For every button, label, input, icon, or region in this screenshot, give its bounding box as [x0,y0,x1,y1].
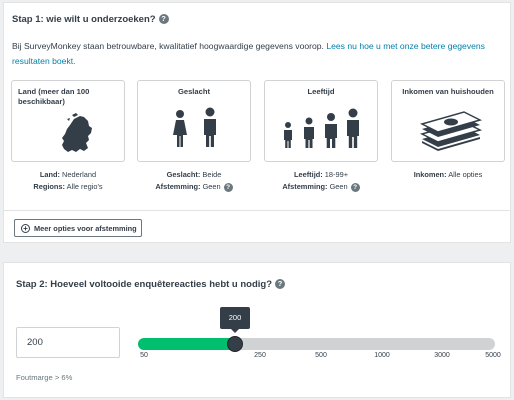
slider-tick-label: 250 [254,352,266,359]
gender-balance-value: Geen [202,182,221,191]
intro-paragraph: Bij SurveyMonkey staan betrouwbare, kwal… [12,39,492,68]
help-icon[interactable]: ? [275,279,286,290]
gender-balance-line: Afstemming: Geen? [137,181,251,193]
slider-tick-label: 5000 [485,352,501,359]
plus-circle-icon: + [21,223,30,233]
country-label: Land: [39,170,60,179]
income-details: Inkomen: Alle opties [391,169,505,181]
country-details: Land: Nederland Regions: Alle regio's [11,169,125,193]
gender-value: Beide [202,170,222,179]
tile-age-title: Leeftijd [307,87,335,96]
country-value: Nederland [62,170,97,179]
tile-gender-title: Geslacht [177,87,211,96]
age-value: 18-99+ [324,170,349,179]
age-balance-value: Geen [329,182,348,191]
tile-income-title: Inkomen van huishouden [402,87,494,96]
help-icon[interactable]: ? [350,182,360,192]
regions-value: Alle regio's [66,182,103,191]
money-stack-icon [419,111,483,151]
step2-heading: Stap 2: Hoeveel voltooide enquêtereactie… [16,279,286,290]
slider-tick-label: 500 [315,352,327,359]
step1-heading: Stap 1: wie wilt u onderzoeken?? [12,14,169,25]
country-line: Land: Nederland [11,169,125,181]
tile-age[interactable]: Leeftijd [264,80,378,162]
age-label: Leeftijd: [293,170,323,179]
gender-line: Geslacht: Beide [137,169,251,181]
slider-tick-label: 50 [140,352,148,359]
gender-details: Geslacht: Beide Afstemming: Geen? [137,169,251,193]
income-value: Alle opties [448,170,483,179]
tile-income[interactable]: Inkomen van huishouden [391,80,505,162]
income-line: Inkomen: Alle opties [391,169,505,181]
more-options-label: Meer opties voor afstemming [34,223,137,233]
age-groups-icon [284,108,359,148]
divider [4,210,510,211]
regions-line: Regions: Alle regio's [11,181,125,193]
responses-card: Stap 2: Hoeveel voltooide enquêtereactie… [3,262,511,398]
tile-gender[interactable]: Geslacht [137,80,251,162]
gender-balance-label: Afstemming: [155,182,201,191]
more-options-button[interactable]: + Meer opties voor afstemming [14,219,142,237]
margin-of-error: Foutmarge > 6% [16,373,73,382]
intro-text: Bij SurveyMonkey staan betrouwbare, kwal… [12,41,324,51]
slider-tick-label: 3000 [434,352,450,359]
regions-label: Regions: [33,182,66,191]
step1-heading-text: Stap 1: wie wilt u onderzoeken? [12,14,156,25]
age-details: Leeftijd: 18-99+ Afstemming: Geen? [264,169,378,193]
audience-card: Stap 1: wie wilt u onderzoeken?? Bij Sur… [3,2,511,243]
netherlands-map-icon [62,113,92,152]
step2-heading-text: Stap 2: Hoeveel voltooide enquêtereactie… [16,279,273,290]
tile-country-title: Land (meer dan 100 beschikbaar) [18,87,90,106]
responses-input[interactable]: 200 [16,327,120,358]
gender-icon [173,107,216,147]
gender-label: Geslacht: [166,170,201,179]
slider-tooltip: 200 [220,307,250,333]
intro-link[interactable]: Lees nu hoe u met onze betere gegevens r… [12,41,485,66]
age-line: Leeftijd: 18-99+ [264,169,378,181]
help-icon[interactable]: ? [223,182,233,192]
responses-slider-fill [138,338,235,350]
age-balance-line: Afstemming: Geen? [264,181,378,193]
help-icon[interactable]: ? [158,14,169,25]
tile-country[interactable]: Land (meer dan 100 beschikbaar) [11,80,125,162]
responses-slider-track[interactable] [138,338,495,350]
slider-handle[interactable] [227,336,243,352]
slider-tick-label: 1000 [374,352,390,359]
age-balance-label: Afstemming: [282,182,328,191]
income-label: Inkomen: [413,170,447,179]
